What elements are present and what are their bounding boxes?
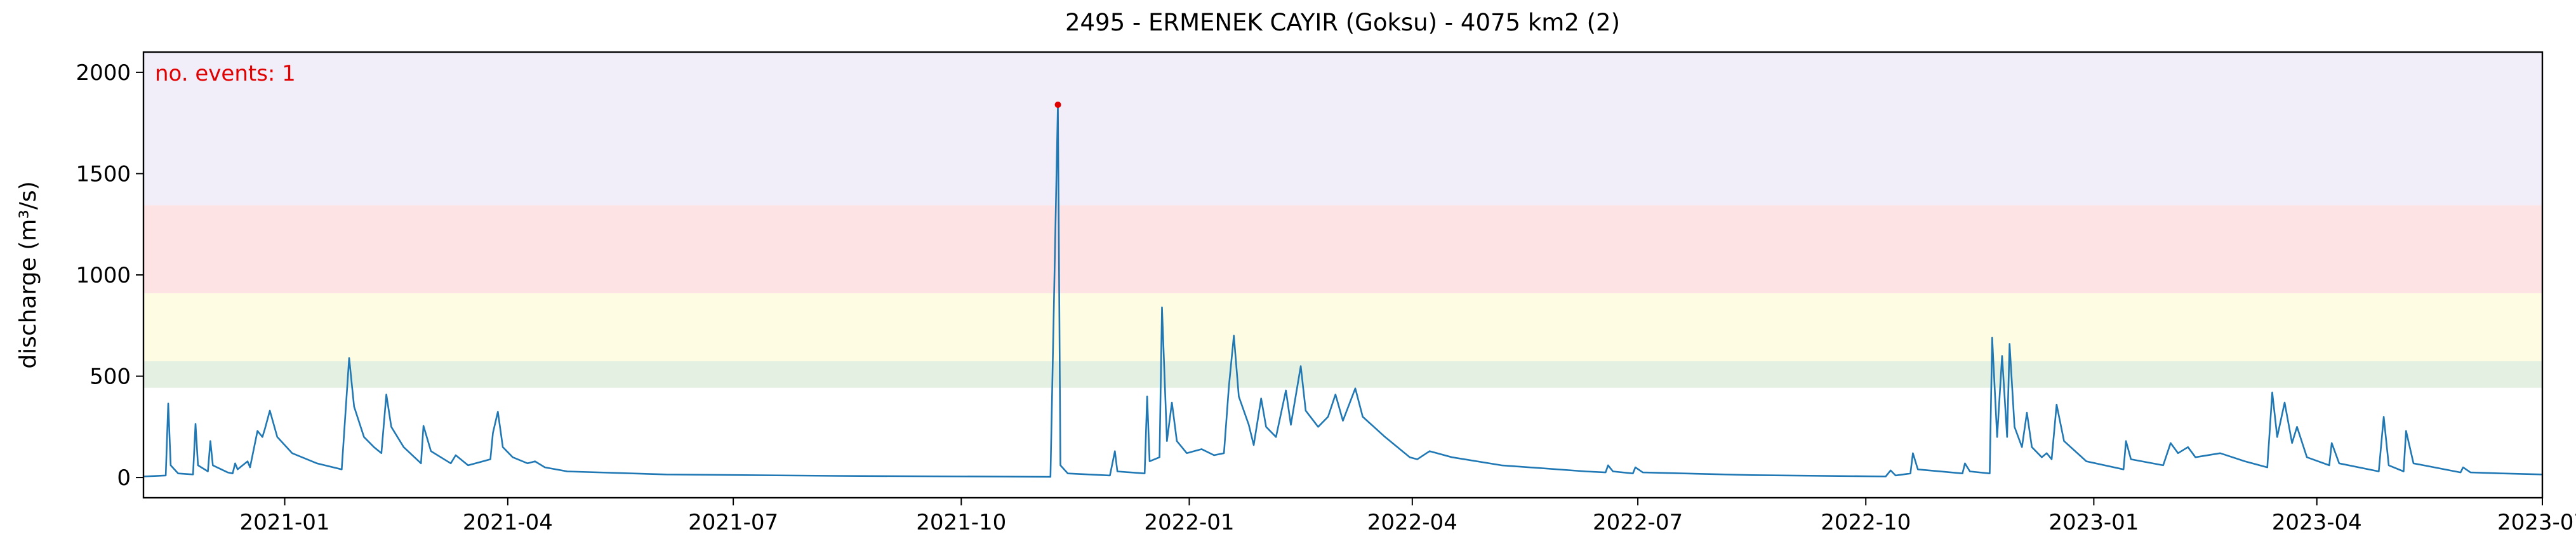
x-tick-label: 2023-07 — [2497, 510, 2576, 535]
x-tick-label: 2021-04 — [463, 510, 553, 535]
x-tick-label: 2023-04 — [2272, 510, 2362, 535]
y-tick-label: 0 — [117, 465, 131, 491]
threshold-band — [143, 361, 2542, 388]
threshold-band — [143, 293, 2542, 361]
x-tick-label: 2023-01 — [2048, 510, 2139, 535]
y-tick-label: 1500 — [76, 161, 131, 187]
x-tick-label: 2022-10 — [1821, 510, 1911, 535]
event-marker — [1054, 101, 1061, 108]
threshold-band — [143, 205, 2542, 293]
x-tick-label: 2021-10 — [916, 510, 1006, 535]
y-tick-label: 500 — [90, 364, 131, 390]
x-tick-label: 2021-01 — [239, 510, 329, 535]
x-tick-label: 2022-01 — [1144, 510, 1234, 535]
y-axis-label: discharge (m³/s) — [15, 181, 41, 368]
chart-title: 2495 - ERMENEK CAYIR (Goksu) - 4075 km2 … — [1065, 9, 1620, 36]
x-tick-label: 2022-04 — [1367, 510, 1457, 535]
y-tick-label: 2000 — [76, 60, 131, 86]
annotation: no. events: 1 — [155, 61, 296, 86]
x-tick-label: 2021-07 — [688, 510, 778, 535]
threshold-band — [143, 52, 2542, 206]
discharge-line — [143, 103, 2543, 478]
x-tick-label: 2022-07 — [1593, 510, 1683, 535]
plot-frame — [142, 51, 2544, 499]
y-tick-label: 1000 — [76, 263, 131, 288]
